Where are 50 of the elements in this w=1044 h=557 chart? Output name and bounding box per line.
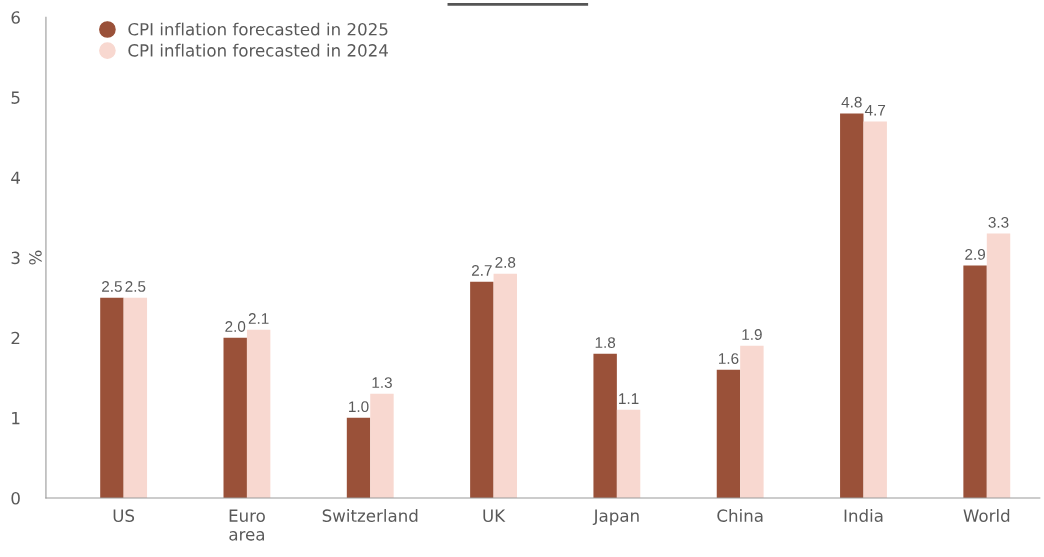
- x-tick-label: Japan: [592, 509, 639, 526]
- bar: [840, 113, 864, 498]
- data-label: 1.6: [719, 353, 739, 364]
- x-tick-label: China: [717, 509, 763, 522]
- bar: [616, 409, 641, 498]
- data-label: 2.8: [495, 257, 516, 268]
- data-label: 2.0: [225, 321, 246, 332]
- data-label: 2.5: [102, 281, 122, 292]
- x-tick-label: UK: [483, 509, 506, 522]
- bar: [863, 121, 887, 498]
- bar: [246, 329, 271, 498]
- y-tick-label: 0: [11, 491, 20, 505]
- data-label: 1.1: [619, 393, 639, 404]
- bar: [493, 273, 517, 498]
- y-tick-label: 3: [11, 251, 20, 265]
- data-label: 3.3: [988, 216, 1009, 228]
- data-label: 4.8: [841, 96, 862, 108]
- data-label: 1.8: [595, 337, 616, 348]
- y-tick-label: 6: [11, 11, 20, 24]
- y-tick-label: 5: [11, 91, 20, 104]
- x-tick-label: India: [844, 509, 883, 522]
- data-label: 2.5: [125, 281, 146, 292]
- x-tick-label: World: [963, 509, 1010, 522]
- legend-label: CPI inflation forecasted in 2024: [128, 43, 388, 57]
- bar: [716, 369, 741, 498]
- x-tick-label: Switzerland: [322, 509, 418, 522]
- data-label: 2.1: [248, 313, 269, 324]
- data-label: 2.7: [471, 265, 492, 276]
- data-label: 2.9: [965, 249, 985, 260]
- bar: [986, 233, 1011, 498]
- y-tick-label: 2: [11, 331, 20, 345]
- data-label: 1.9: [742, 329, 762, 340]
- y-tick-label: 4: [11, 171, 20, 184]
- bar: [370, 393, 394, 498]
- legend-label: CPI inflation forecasted in 2025: [128, 22, 388, 36]
- data-label: 1.3: [372, 377, 392, 389]
- bar: [740, 345, 764, 498]
- x-tick-label: US: [113, 509, 135, 522]
- y-tick-label: 1: [12, 412, 20, 425]
- data-label: 1.0: [349, 401, 369, 413]
- bar: [593, 353, 617, 498]
- bar: [470, 281, 494, 498]
- bar: [123, 297, 148, 498]
- data-label: 4.7: [864, 104, 886, 116]
- bar: [346, 417, 371, 498]
- bar: [223, 337, 247, 498]
- y-axis-title: %: [29, 250, 42, 265]
- x-tick-label: Euro area: [229, 509, 265, 541]
- bar: [963, 265, 987, 498]
- bar: [100, 297, 124, 498]
